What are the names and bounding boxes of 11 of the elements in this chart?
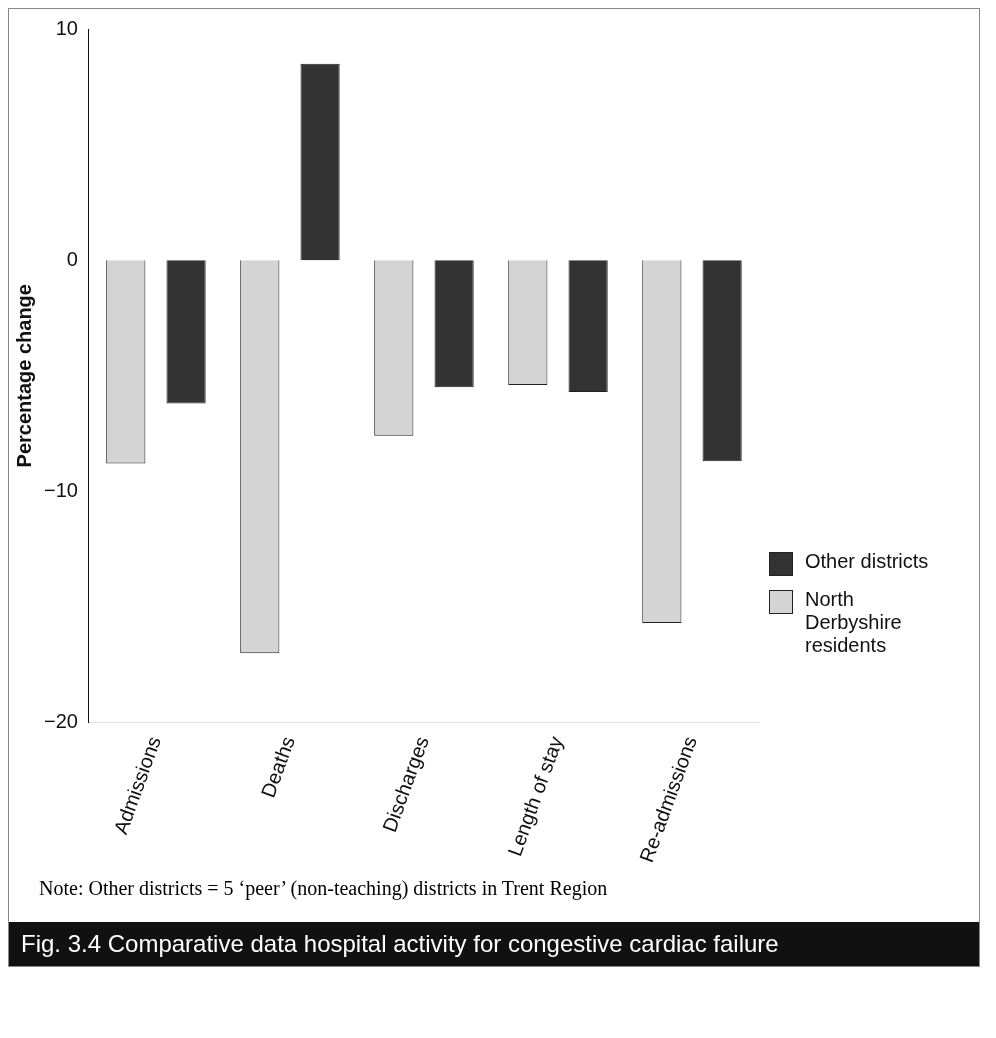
text: Note: Other districts = 5 ‘peer’ (non-teaching) districts in Trent Region (38, 876, 609, 902)
x-tick-label: Deaths (256, 733, 299, 801)
text: Fig. 3.4 Comparative data hospital activity for congestive cardiac failure (9, 922, 979, 966)
y-axis-title: Percentage change (12, 284, 35, 468)
y-tick-label: 0 (66, 247, 78, 270)
y-tick-label: 10 (55, 16, 78, 39)
legend-label: Other districts (805, 550, 930, 573)
y-tick-label: −10 (43, 478, 78, 501)
y-tick-label: −20 (43, 710, 78, 733)
legend-label: North Derbyshire residents (805, 588, 903, 657)
x-tick-label: Length of stay (503, 733, 567, 859)
